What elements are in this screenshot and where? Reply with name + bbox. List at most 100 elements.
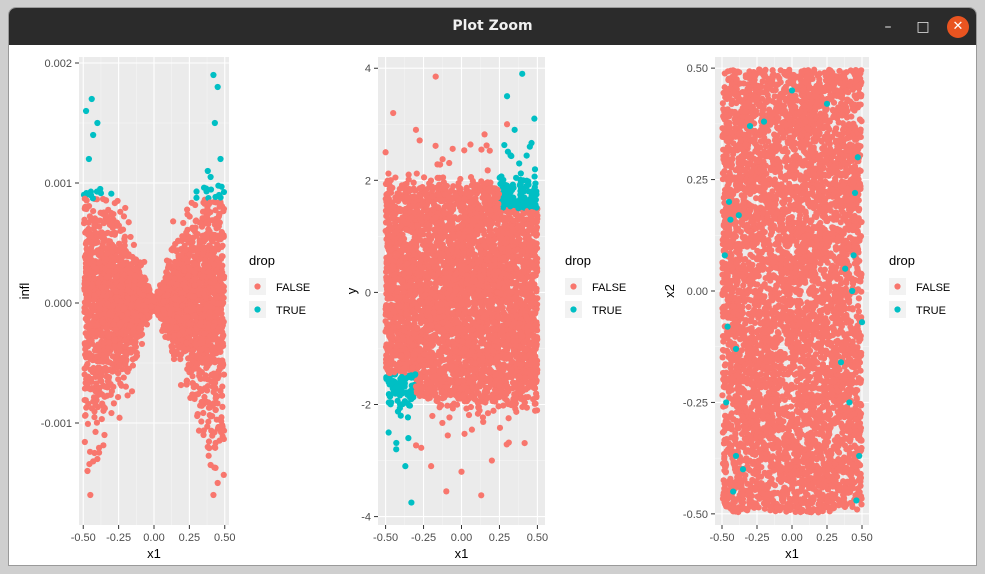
panel1-point-true [214,83,221,91]
plot-area: -0.50 -0.25 0.00 0.25 0.50-0.0010.0000.0010.… [17,57,950,561]
panel1-point-false [119,261,126,269]
panel1-point-false [215,300,222,307]
panel1-point-false [117,298,124,305]
panel1-point-false [94,366,101,374]
panel1-point-false [129,253,136,261]
panel1-point-false [207,342,215,349]
panel1-point-true [193,194,200,201]
panel1-point-false [191,293,198,300]
panel1-point-false [212,384,219,392]
panel1-point-false [128,339,135,346]
panel1-y-tick-label: -0.001 [41,418,72,430]
panel1-point-false [195,427,203,434]
panel2-point-true [531,173,538,180]
panel1-point-false [175,238,182,245]
panel1-y-tick-label: 0.002 [44,58,72,70]
panel1-point-false [196,370,203,377]
panel1-point-false [98,372,105,379]
panel1-point-false [163,317,171,324]
panel1-point-false [210,370,217,377]
panel1-point-false [132,354,139,362]
panel1-point-false [102,197,110,204]
panel1-point-false [83,404,90,411]
panel1-point-false [190,226,197,233]
panel1-point-false [127,322,134,329]
panel1-point-false [129,328,137,335]
panel1-point-false [212,207,219,214]
panel1-y-tick-label: 0.000 [44,298,72,310]
panel1-x-tick-label: 0.00 [143,532,164,544]
panel1-point-false [106,331,113,338]
panel1-point-false [108,230,115,238]
panel1-point-false [171,295,178,302]
maximize-button[interactable]: □ [916,19,930,35]
panel1-point-false [200,409,207,417]
panel1-point-false [108,312,115,319]
panel1-point-false [173,348,180,355]
panel1-point-false [101,365,108,372]
panel1-point-true [85,155,93,163]
panel1-point-false [94,455,101,463]
panel1-point-false [183,381,190,388]
panel1-point-false [191,269,198,276]
panel1-point-false [204,443,211,451]
panel1-point-false [201,305,209,313]
panel1-point-false [210,261,218,268]
panel1-point-false [130,241,137,248]
panel1-point-false [103,256,110,263]
panel1-legend-label-false: FALSE [276,282,310,294]
panel1-point-false [92,401,99,409]
panel1-point-false [85,255,92,262]
panel1-point-false [219,333,226,340]
panel1-point-false [178,251,185,259]
panel1-point-false [96,217,104,224]
panel1-point-false [201,200,208,207]
panel1-point-false [212,444,219,451]
panel1-point-false [182,284,189,292]
panel1-y-tick-label: 0.001 [44,178,72,190]
panel1-point-false [208,356,216,363]
panel1-point-false [93,265,100,272]
panel1-point-true [200,184,208,191]
panel1-point-false [114,394,122,401]
panel1-point-false [113,219,121,226]
panel1-point-false [205,404,213,411]
minimize-button[interactable]: – [884,19,892,35]
panel1-point-false [190,384,197,391]
title-bar: Plot Zoom – □ ✕ [9,8,976,45]
panel1-point-true [82,107,90,115]
panel1-point-true [87,191,94,199]
panel1-point-false [146,286,153,293]
panel1-point-false [108,409,115,417]
panel1-point-false [87,366,94,373]
panel1-point-true [211,119,218,127]
panel1-point-false [219,262,226,269]
panel1-point-false [198,387,205,395]
panel1-x-tick-label: 0.50 [214,532,235,544]
panel1-point-false [208,252,215,259]
close-button[interactable]: ✕ [947,16,969,38]
panel1-point-false [207,303,214,311]
panel1-point-false [207,461,214,469]
panel1-point-false [82,343,89,350]
panel1-point-false [181,345,188,353]
panel1-point-false [180,219,187,227]
panel1-point-false [200,431,207,439]
panel1-point-true [90,131,97,139]
panel1-point-false [137,262,145,269]
panel1-point-false [100,407,107,414]
panel1-point-false [95,347,103,354]
panel1-point-false [104,250,111,257]
panel1-point-false [86,213,93,220]
panel1-point-false [185,272,192,280]
panel1-point-false [193,360,200,368]
panel1-point-false [210,323,217,330]
panel1-point-false [219,383,226,390]
panel1-point-false [217,236,224,243]
panel2-point-true [532,180,539,187]
panel1-point-false [88,280,95,288]
panel1-point-false [92,428,99,435]
panel1-point-false [202,294,209,301]
panel1-point-false [209,336,216,343]
panel2-point-false [483,142,490,149]
